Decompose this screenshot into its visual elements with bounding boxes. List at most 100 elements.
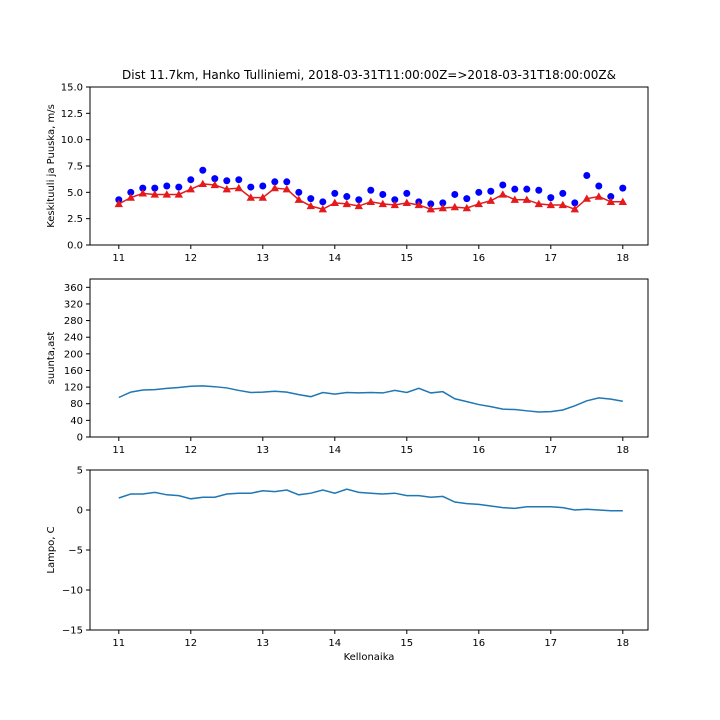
chart-3-ytick-label-1: −15 — [62, 626, 83, 637]
chart-1-series-2-point-21 — [354, 201, 363, 210]
chart-1-series-2-point-40 — [582, 194, 591, 202]
chart-2-ylabel: suunta,ast — [46, 332, 57, 385]
chart-1-ytick-label-7: 15.0 — [61, 83, 83, 94]
chart-3-ytick-label-3: −5 — [68, 546, 83, 557]
chart-3-xtick-label-6: 16 — [472, 638, 485, 649]
chart-1-ytick-label-2: 2.5 — [67, 214, 83, 225]
chart-1-series-1-point-33 — [499, 181, 507, 189]
chart-1-series-2-point-14 — [270, 183, 280, 192]
chart-1-series-1-point-18 — [319, 198, 327, 206]
chart-1-series-2-point-25 — [402, 198, 411, 207]
chart-3: 11 12 13 14 15 16 17 18 −15 −10 −5 0 5 Lampo, C Kellon… — [46, 466, 649, 663]
chart-3-xtick-label-8: 18 — [616, 638, 629, 649]
chart-1-series-1-point-22 — [367, 186, 375, 194]
chart-2-ytick-label-1: 0 — [77, 433, 83, 444]
chart-1-xtick-label-4: 14 — [328, 253, 341, 264]
chart-2-axes-frame — [89, 278, 649, 438]
chart-1-series-2-point-2 — [126, 193, 136, 201]
chart-1-series-1-point-10 — [223, 177, 231, 185]
chart-3-xlabel: Kellonaika — [344, 652, 395, 663]
chart-1-series-1-point-5 — [163, 182, 171, 190]
chart-1-series-2-point-7 — [186, 184, 195, 193]
chart-1-series-1-point-23 — [379, 190, 387, 198]
chart-2-xtick-label-7: 17 — [544, 445, 557, 456]
chart-1-series-1-point-43 — [619, 184, 627, 192]
chart-1-series-1-point-8 — [199, 166, 207, 174]
chart-2-xtick-label-4: 14 — [328, 445, 341, 456]
chart-1-series-2-point-6 — [174, 190, 183, 198]
chart-1-series-1-point-34 — [511, 185, 519, 193]
chart-1-series-2-point-11 — [234, 183, 244, 192]
chart-1-series-2-point-1 — [114, 199, 123, 208]
chart-3-ytick-label-2: −10 — [62, 586, 83, 597]
chart-1-series-2-point-24 — [390, 200, 399, 209]
chart-1-series-2-point-19 — [330, 198, 339, 207]
chart-3-ytick-label-4: 0 — [77, 506, 83, 517]
chart-1-series-1-point-35 — [523, 185, 531, 193]
chart-1-series-1-point-24 — [391, 196, 399, 204]
chart-1-series-2-point-41 — [594, 192, 604, 200]
chart-1-series-1-point-29 — [451, 190, 459, 198]
chart-1-xtick-label-2: 12 — [184, 253, 197, 264]
chart-1-ytick-label-4: 7.5 — [67, 162, 83, 173]
chart-1-series-1-point-25 — [403, 189, 411, 197]
chart-1-series-2-point-22 — [366, 197, 375, 205]
chart-2-xtick-label-6: 16 — [472, 445, 485, 456]
chart-1-series-1-point-37 — [547, 194, 555, 202]
chart-1-ytick-label-5: 10.0 — [61, 135, 83, 146]
chart-1-series-1-point-6 — [175, 183, 183, 191]
chart-1-xtick-label-5: 15 — [400, 253, 413, 264]
chart-1-series-2-point-16 — [294, 195, 303, 203]
chart-1-series-1-point-17 — [307, 195, 315, 203]
chart-3-series-1-line — [118, 488, 623, 512]
chart-1-title: Dist 11.7km, Hanko Tulliniemi, 2018-03-3… — [122, 68, 616, 82]
chart-1-series-1-point-32 — [487, 187, 495, 195]
chart-1-series-1-point-20 — [343, 193, 351, 201]
chart-1-series-2-point-15 — [282, 184, 291, 193]
chart-1-series-2-point-18 — [318, 204, 327, 213]
chart-1-series-1-point-28 — [439, 199, 447, 207]
chart-1-series-2-point-31 — [474, 199, 483, 208]
chart-1-series-1-point-9 — [211, 175, 219, 183]
chart-1-series-1-point-11 — [235, 176, 243, 184]
chart-1-series-2-point-17 — [306, 201, 316, 210]
chart-1-series-2-point-29 — [450, 202, 460, 211]
chart-1-series-2-point-8 — [198, 179, 208, 188]
chart-2-ytick-label-6: 200 — [64, 349, 83, 360]
chart-1-xtick-label-3: 13 — [256, 253, 269, 264]
chart-1-series-2-point-34 — [510, 195, 519, 203]
chart-3-xtick-label-3: 13 — [256, 638, 269, 649]
chart-2-xtick-label-5: 15 — [400, 445, 413, 456]
chart-1-xtick-label-8: 18 — [616, 253, 629, 264]
chart-1-series-2-point-32 — [486, 196, 496, 204]
chart-1-series-2-point-42 — [606, 197, 615, 205]
chart-1-series-1-point-14 — [271, 178, 279, 186]
chart-1-series-2-point-28 — [438, 203, 447, 212]
chart-1-series-1-point-4 — [151, 184, 159, 192]
chart-1-series-2-point-12 — [246, 193, 255, 201]
chart-1-series-1-point-3 — [139, 184, 147, 192]
chart-1-series-1-point-21 — [355, 196, 363, 204]
chart-3-ylabel: Lampo, C — [46, 526, 57, 573]
chart-1-series-1-point-12 — [247, 183, 255, 191]
chart-1-series-1-point-42 — [607, 193, 615, 201]
chart-3-xtick-label-5: 15 — [400, 638, 413, 649]
chart-2-ytick-label-7: 240 — [64, 333, 83, 344]
chart-3-xtick-label-1: 11 — [112, 638, 125, 649]
chart-1-series-1-point-31 — [475, 188, 483, 196]
chart-1-series-2-point-9 — [210, 180, 219, 189]
chart-1-series-2-point-26 — [414, 200, 424, 209]
chart-1-series-1-point-38 — [559, 189, 567, 197]
chart-2-xtick-label-1: 11 — [112, 445, 125, 456]
chart-3-xtick-label-7: 17 — [544, 638, 557, 649]
chart-1: Dist 11.7km, Hanko Tulliniemi, 2018-03-3… — [46, 68, 649, 264]
chart-1-ylabel: Keskituuli ja Puuska, m/s — [46, 104, 57, 228]
chart-1-series-2-point-43 — [618, 197, 627, 205]
chart-1-series-2-point-3 — [138, 189, 147, 197]
chart-2-ytick-label-4: 120 — [64, 383, 83, 394]
chart-2-series-1-line — [118, 385, 623, 413]
chart-1-series-2-point-27 — [426, 204, 435, 213]
chart-1-series-2-point-36 — [534, 199, 543, 208]
chart-2: 11 12 13 14 15 16 17 18 0 40 80 120 160 200 240 280 320 3… — [46, 278, 649, 456]
